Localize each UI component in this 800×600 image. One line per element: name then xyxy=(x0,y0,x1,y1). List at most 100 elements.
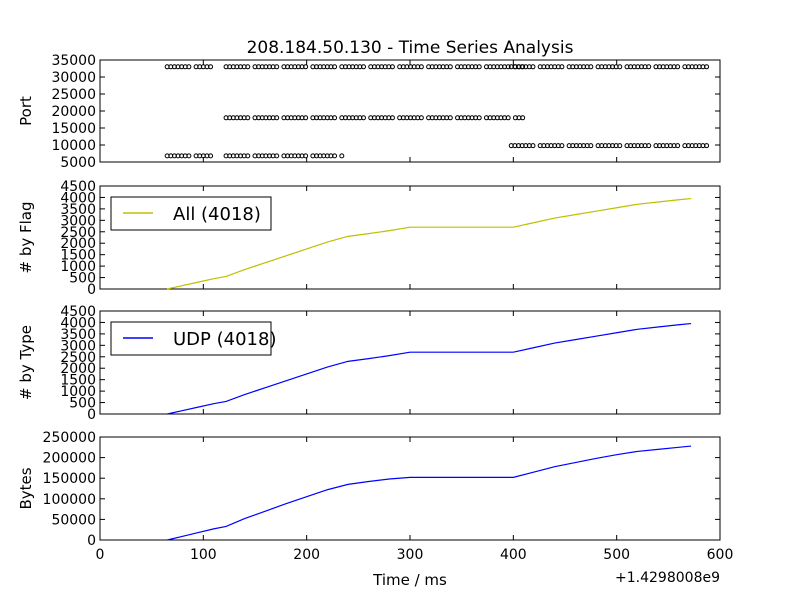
port-point xyxy=(274,153,280,159)
port-point xyxy=(303,153,309,159)
port-point xyxy=(418,115,424,121)
flag-ylabel: # by Flag xyxy=(17,201,35,273)
port-point xyxy=(389,64,395,70)
type-ytick-label: 4000 xyxy=(60,315,96,331)
bytes-xtick-label: 500 xyxy=(603,547,630,563)
bytes-ylabel: Bytes xyxy=(17,467,35,509)
port-point xyxy=(530,143,536,149)
port-point xyxy=(588,143,594,149)
port-point xyxy=(704,64,710,70)
port-point xyxy=(505,115,511,121)
port-point xyxy=(339,153,345,159)
type-ytick-label: 3500 xyxy=(60,327,96,343)
flag-ytick-label: 0 xyxy=(87,282,96,298)
bytes-ytick-label: 100000 xyxy=(43,492,96,508)
bytes-ytick-label: 150000 xyxy=(43,471,96,487)
type-legend-label: UDP (4018) xyxy=(173,329,276,350)
bytes-ytick-label: 250000 xyxy=(43,430,96,446)
port-point xyxy=(646,143,652,149)
type-ylabel: # by Type xyxy=(17,325,35,400)
bytes-xtick-label: 300 xyxy=(397,547,424,563)
flag-ytick-label: 4500 xyxy=(60,179,96,195)
port-point xyxy=(646,64,652,70)
port-ytick-label: 35000 xyxy=(51,53,96,69)
type-ytick-label: 3000 xyxy=(60,338,96,354)
bytes-xtick-label: 100 xyxy=(190,547,217,563)
flag-ytick-label: 2000 xyxy=(60,236,96,252)
port-point xyxy=(675,64,681,70)
bytes-ytick-label: 0 xyxy=(87,533,96,549)
port-point xyxy=(303,64,309,70)
flag-ytick-label: 2500 xyxy=(60,225,96,241)
port-point xyxy=(361,115,366,121)
flag-series-line xyxy=(167,197,692,290)
port-axes-frame xyxy=(99,59,721,163)
port-point xyxy=(447,64,453,70)
x-offset-label: +1.4298008e9 xyxy=(615,570,720,586)
type-ytick-label: 2500 xyxy=(60,350,96,366)
port-point xyxy=(245,64,251,70)
port-point xyxy=(245,115,251,121)
port-point xyxy=(530,64,536,70)
port-point xyxy=(418,64,424,70)
type-ytick-label: 500 xyxy=(69,396,96,412)
flag-ytick-label: 3000 xyxy=(60,213,96,229)
port-point xyxy=(208,153,214,159)
bytes-xlabel: Time / ms xyxy=(372,571,447,589)
type-ytick-label: 1000 xyxy=(60,384,96,400)
bytes-axes-frame xyxy=(99,436,721,541)
port-ytick-label: 20000 xyxy=(51,104,96,120)
port-ytick-label: 25000 xyxy=(51,87,96,103)
port-point xyxy=(186,64,192,70)
type-ytick-label: 2000 xyxy=(60,361,96,377)
port-point xyxy=(447,115,453,121)
type-ytick-label: 4500 xyxy=(60,304,96,320)
port-ytick-label: 30000 xyxy=(51,70,96,86)
bytes-xtick-label: 600 xyxy=(707,547,734,563)
figure-title: 208.184.50.130 - Time Series Analysis xyxy=(247,38,574,58)
port-point xyxy=(274,64,280,70)
port-point xyxy=(245,153,251,159)
flag-ytick-label: 500 xyxy=(69,271,96,287)
port-point xyxy=(617,64,623,70)
bytes-xtick-label: 0 xyxy=(96,547,105,563)
port-point xyxy=(476,64,482,70)
port-point xyxy=(476,115,482,121)
flag-ytick-label: 3500 xyxy=(60,202,96,218)
port-point xyxy=(389,115,395,121)
port-point xyxy=(274,115,280,121)
port-ytick-label: 5000 xyxy=(60,155,96,171)
bytes-series-line xyxy=(167,445,692,541)
bytes-xtick-label: 400 xyxy=(500,547,527,563)
port-point xyxy=(704,143,710,149)
port-point xyxy=(505,64,511,70)
flag-ytick-label: 1000 xyxy=(60,259,96,275)
port-point xyxy=(332,64,338,70)
port-point xyxy=(520,115,526,121)
port-ylabel: Port xyxy=(17,96,35,126)
type-ytick-label: 0 xyxy=(87,407,96,423)
flag-ytick-label: 4000 xyxy=(60,190,96,206)
port-point xyxy=(617,143,623,149)
port-point xyxy=(303,115,309,121)
port-point xyxy=(332,115,338,121)
port-point xyxy=(361,64,366,70)
port-point xyxy=(559,143,565,149)
flag-legend-label: All (4018) xyxy=(173,204,261,225)
type-ytick-label: 1500 xyxy=(60,373,96,389)
port-point xyxy=(332,153,338,159)
bytes-ytick-label: 200000 xyxy=(43,451,96,467)
port-point xyxy=(588,64,594,70)
bytes-panel: 0 50000 100000 150000 200000 250000 0 100 200 300… xyxy=(17,430,733,589)
port-ytick-label: 15000 xyxy=(51,121,96,137)
bytes-xtick-label: 200 xyxy=(293,547,320,563)
bytes-ytick-label: 50000 xyxy=(51,512,96,528)
port-point xyxy=(675,143,681,149)
type-series-line xyxy=(167,322,692,415)
flag-ytick-label: 1500 xyxy=(60,248,96,264)
port-point xyxy=(208,64,214,70)
